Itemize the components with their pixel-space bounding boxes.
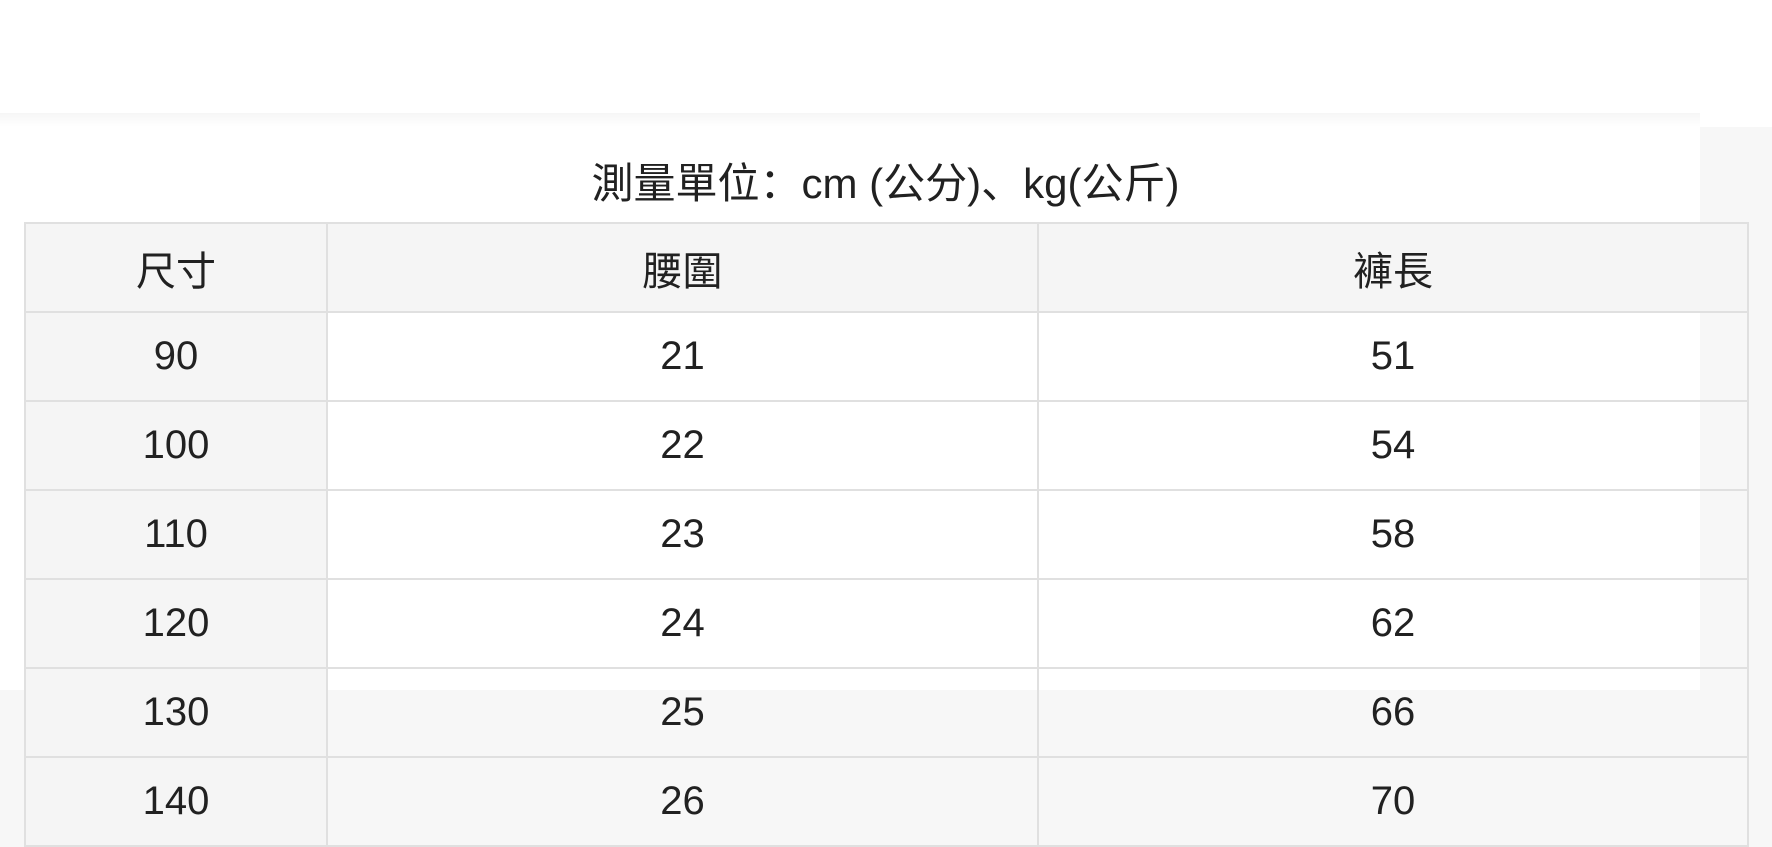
size-table-cell: 23 xyxy=(326,489,1039,580)
size-table-row: 130 25 66 xyxy=(24,667,1749,758)
size-table-header-cell: 尺寸 xyxy=(24,222,328,313)
size-table-header-cell: 褲長 xyxy=(1037,222,1749,313)
size-table-cell: 54 xyxy=(1037,400,1749,491)
size-row-label: 140 xyxy=(24,756,328,847)
size-table-cell: 66 xyxy=(1037,667,1749,758)
size-row-label: 130 xyxy=(24,667,328,758)
size-table-cell: 26 xyxy=(326,756,1039,847)
section-divider-shadow xyxy=(0,113,1700,127)
size-row-label: 100 xyxy=(24,400,328,491)
size-table-row: 100 22 54 xyxy=(24,400,1749,491)
size-table-row: 120 24 62 xyxy=(24,578,1749,669)
size-table-header: 尺寸 腰圍 褲長 xyxy=(24,222,1749,313)
size-table-body: 90 21 51 100 22 54 110 23 58 120 24 62 130 25 66 140 26 7… xyxy=(24,311,1749,847)
size-row-label: 120 xyxy=(24,578,328,669)
size-table-row: 140 26 70 xyxy=(24,756,1749,847)
page-top-area xyxy=(0,0,1772,127)
size-table-cell: 51 xyxy=(1037,311,1749,402)
size-table-cell: 21 xyxy=(326,311,1039,402)
size-table-header-row: 尺寸 腰圍 褲長 xyxy=(24,222,1749,313)
size-table-cell: 70 xyxy=(1037,756,1749,847)
size-table-cell: 25 xyxy=(326,667,1039,758)
size-row-label: 90 xyxy=(24,311,328,402)
size-table-row: 90 21 51 xyxy=(24,311,1749,402)
size-table-row: 110 23 58 xyxy=(24,489,1749,580)
size-table-cell: 22 xyxy=(326,400,1039,491)
size-row-label: 110 xyxy=(24,489,328,580)
size-table-cell: 62 xyxy=(1037,578,1749,669)
size-table-cell: 24 xyxy=(326,578,1039,669)
size-table: 尺寸 腰圍 褲長 90 21 51 100 22 54 110 23 58 120 24 62 130 25 6… xyxy=(24,222,1749,847)
size-table-header-cell: 腰圍 xyxy=(326,222,1039,313)
measurement-units-title: 測量單位：cm (公分)、kg(公斤) xyxy=(591,160,1180,207)
size-table-cell: 58 xyxy=(1037,489,1749,580)
